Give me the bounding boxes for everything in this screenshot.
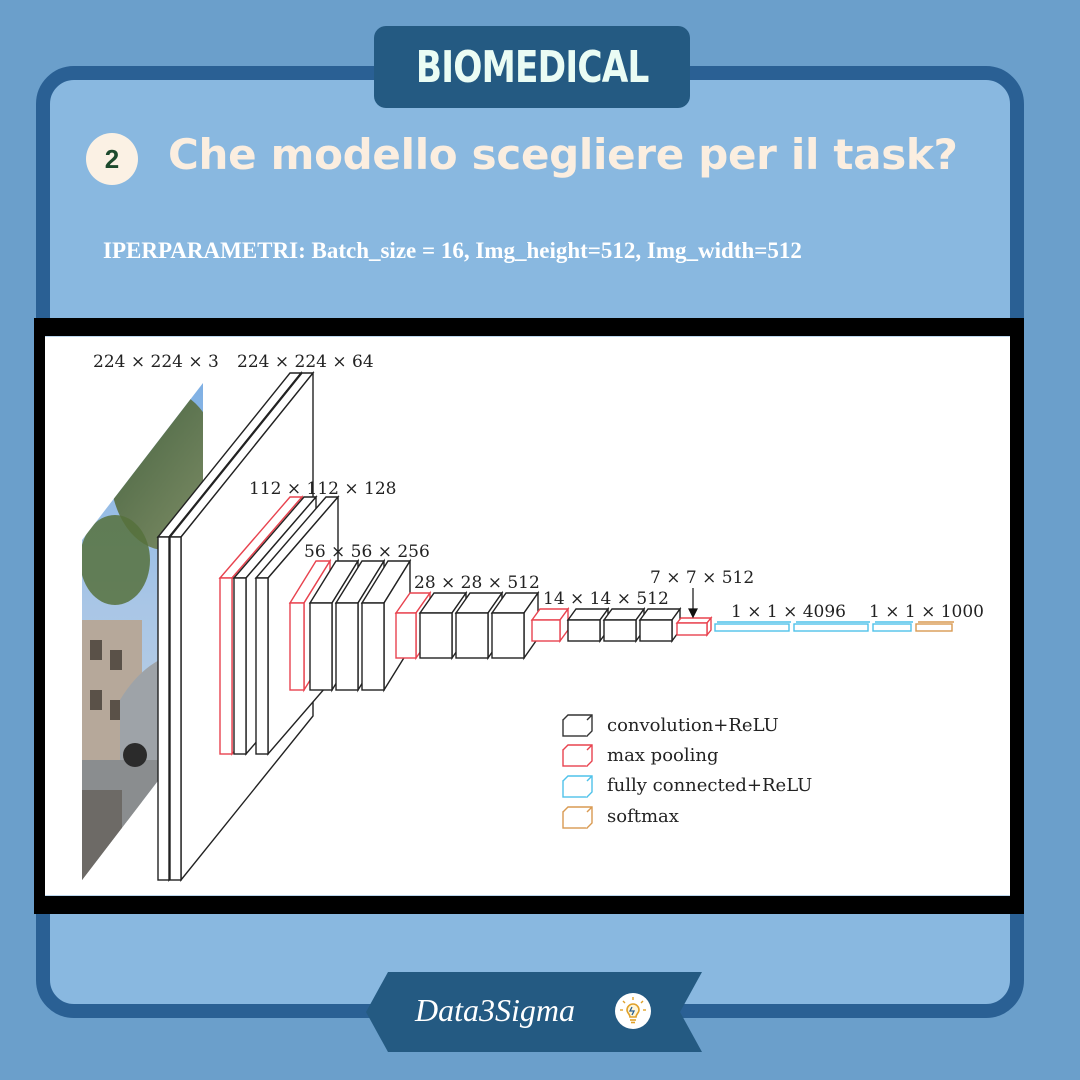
legend-icons: [562, 714, 593, 829]
page-title: Che modello scegliere per il task?: [168, 130, 958, 179]
conv-block-5: [530, 606, 682, 644]
layer-label-conv1: 224 × 224 × 64: [237, 352, 374, 372]
legend-icon-pool: [562, 744, 593, 767]
legend-label-fc: fully connected+ReLU: [607, 775, 812, 796]
conv-block-3: [288, 558, 412, 693]
legend-icon-conv: [562, 714, 593, 737]
legend-label-softmax: softmax: [607, 806, 679, 827]
category-badge: BIOMEDICAL: [374, 26, 690, 108]
softmax-layer: [915, 621, 954, 632]
layer-label-input: 224 × 224 × 3: [93, 352, 219, 372]
step-number-badge: 2: [86, 133, 138, 185]
pool-arrow: [688, 588, 698, 619]
legend-icon-softmax: [562, 806, 593, 829]
brand-name: Data3Sigma: [415, 992, 575, 1028]
footer-banner: [366, 972, 702, 1052]
legend-label-pool: max pooling: [607, 745, 719, 766]
layer-label-conv3: 56 × 56 × 256: [304, 542, 430, 562]
layer-label-conv5: 14 × 14 × 512: [543, 589, 669, 609]
layer-label-fc: 1 × 1 × 4096: [731, 602, 846, 622]
layer-label-softmax: 1 × 1 × 1000: [869, 602, 984, 622]
legend-icon-fc: [562, 775, 593, 798]
fc-layers: [714, 621, 913, 632]
pool-7x7: [675, 616, 713, 637]
layer-label-conv4: 28 × 28 × 512: [414, 573, 540, 593]
conv-block-4: [394, 590, 540, 661]
legend-label-conv: convolution+ReLU: [607, 715, 779, 736]
layer-label-conv2: 112 × 112 × 128: [249, 479, 396, 499]
hyperparameters-text: IPERPARAMETRI: Batch_size = 16, Img_heig…: [103, 238, 802, 263]
lightbulb-icon: [614, 992, 652, 1030]
category-badge-label: BIOMEDICAL: [415, 41, 650, 93]
layer-label-pool5: 7 × 7 × 512: [650, 568, 754, 588]
